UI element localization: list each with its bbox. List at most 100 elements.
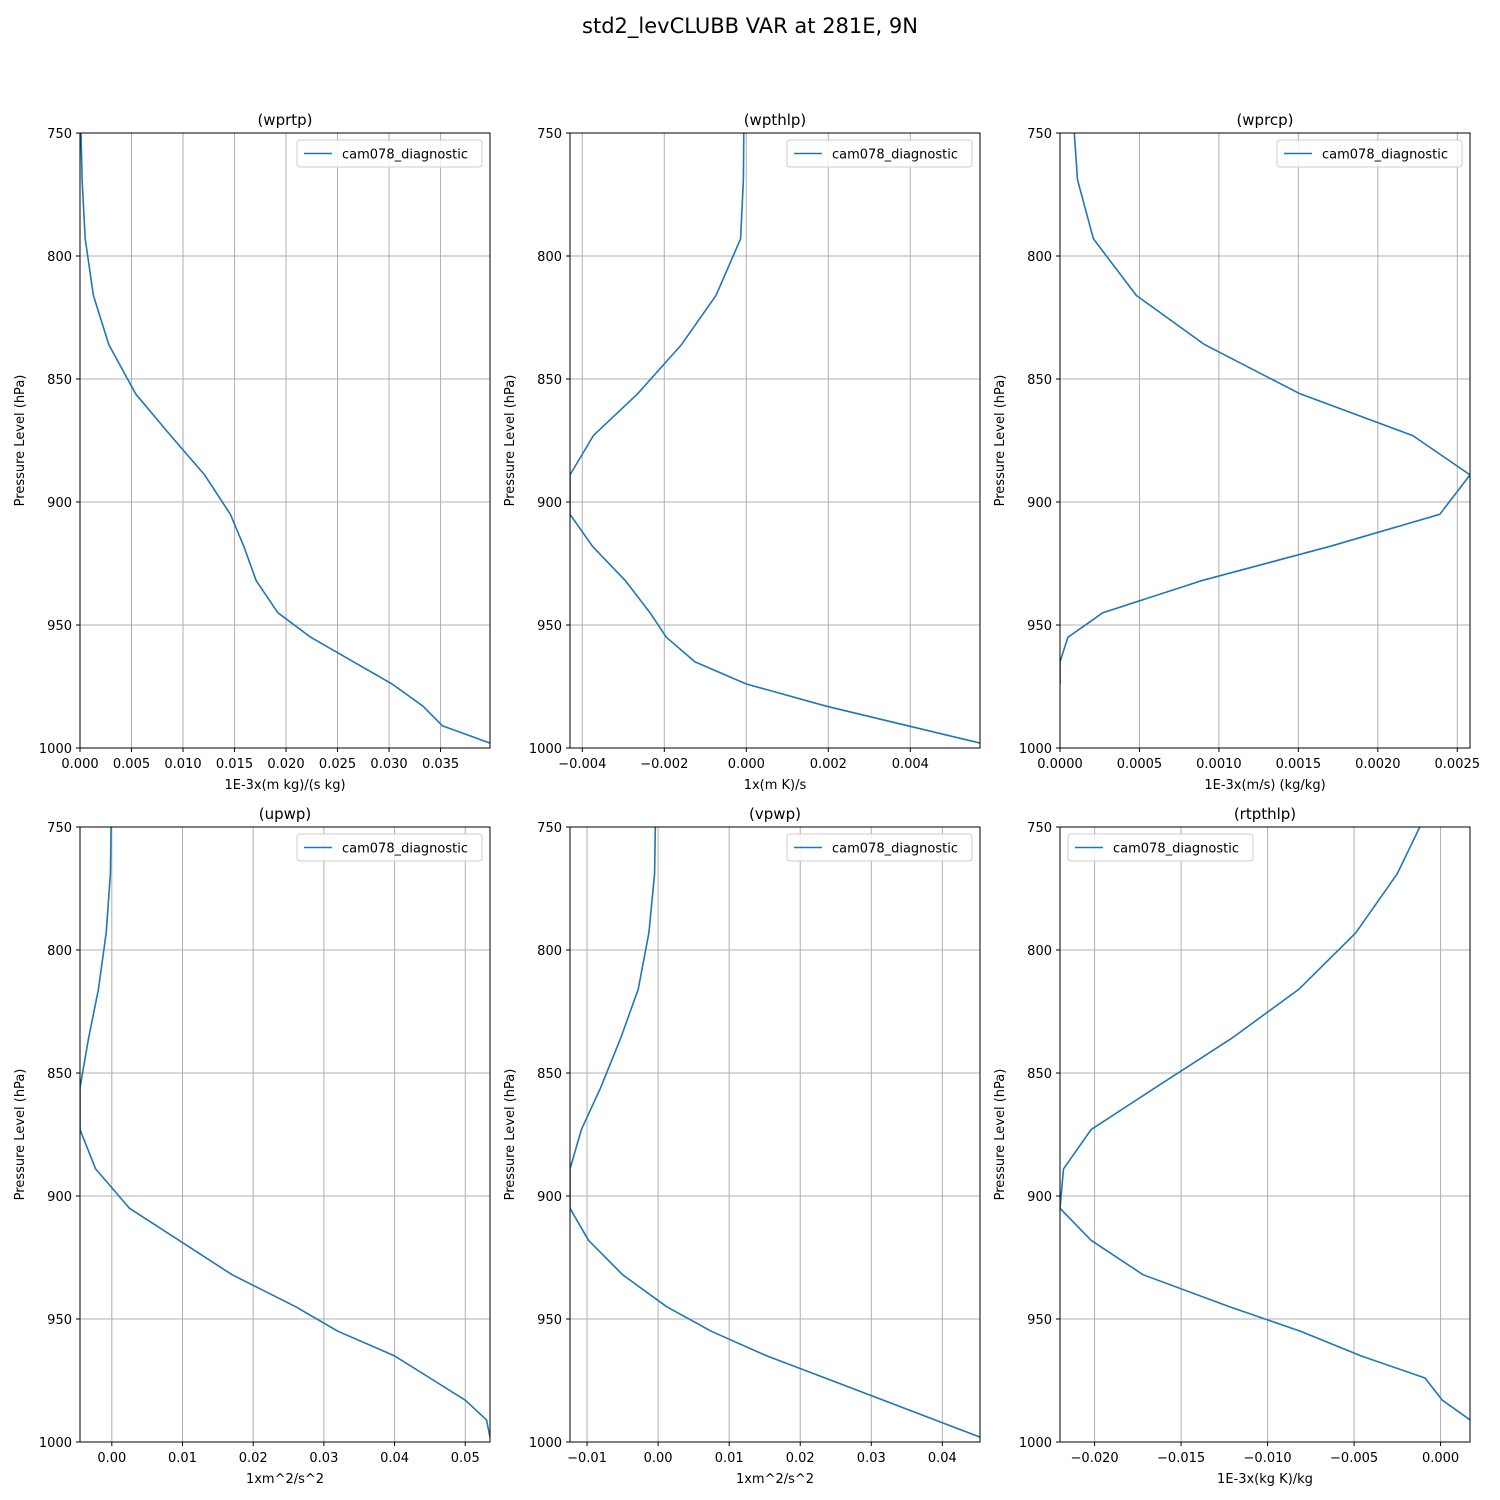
y-tick-label: 850 [1027, 373, 1052, 388]
series-line [80, 133, 490, 744]
y-tick-label: 950 [1027, 1313, 1052, 1328]
axes-frame [1059, 826, 1471, 1443]
y-tick-label: 900 [537, 1190, 562, 1205]
x-axis-label: 1E-3x(kg K)/kg [1217, 1472, 1313, 1487]
y-tick-label: 1000 [39, 1436, 72, 1451]
x-tick-label: 0.03 [309, 1451, 338, 1466]
y-tick-label: 850 [537, 373, 562, 388]
y-axis-label: Pressure Level (hPa) [993, 375, 1008, 507]
legend-box [1276, 139, 1463, 168]
legend-box [1067, 833, 1254, 862]
axes-frame [79, 826, 491, 1443]
y-tick-label: 900 [47, 496, 72, 511]
x-tick-label: −0.010 [1244, 1451, 1292, 1466]
y-tick-label: 850 [47, 373, 72, 388]
y-tick-label: 950 [1027, 619, 1052, 634]
legend-label: cam078_diagnostic [342, 148, 468, 163]
subplot-title: (rtpthlp) [1234, 805, 1296, 823]
y-tick-label: 750 [537, 127, 562, 142]
y-tick-label: 800 [47, 944, 72, 959]
axes-frame [569, 826, 981, 1443]
series-line [570, 827, 980, 1438]
subplot-title: (wprtp) [257, 111, 312, 129]
x-tick-label: 0.002 [810, 757, 847, 772]
x-tick-label: −0.005 [1330, 1451, 1378, 1466]
x-tick-label: 0.025 [319, 757, 356, 772]
legend-box [296, 833, 483, 862]
series-line [570, 133, 980, 744]
subplot-title: (vpwp) [749, 805, 801, 823]
subplot-5: −0.020 −0.015 −0.010 −0.005 0.000 750 800 850 90… [993, 805, 1471, 1487]
x-tick-label: 0.035 [422, 757, 459, 772]
x-tick-label: 0.000 [61, 757, 98, 772]
x-tick-label: 0.00 [97, 1451, 126, 1466]
x-tick-label: 0.000 [1422, 1451, 1459, 1466]
y-tick-label: 900 [537, 496, 562, 511]
y-tick-label: 950 [537, 1313, 562, 1328]
x-axis-label: 1E-3x(m/s) (kg/kg) [1204, 778, 1325, 793]
subplot-title: (upwp) [259, 805, 312, 823]
legend-label: cam078_diagnostic [832, 842, 958, 857]
y-tick-label: 1000 [529, 1436, 562, 1451]
y-tick-label: 1000 [1019, 1436, 1052, 1451]
y-tick-label: 850 [47, 1067, 72, 1082]
subplot-2: 0.0000 0.0005 0.0010 0.0015 0.0020 0.0025 750 8… [993, 111, 1480, 793]
x-tick-label: 0.02 [239, 1451, 268, 1466]
x-axis-label: 1xm^2/s^2 [246, 1472, 324, 1487]
y-tick-label: 950 [537, 619, 562, 634]
y-tick-label: 800 [1027, 250, 1052, 265]
x-tick-label: 0.04 [928, 1451, 957, 1466]
y-tick-label: 900 [1027, 496, 1052, 511]
y-axis-label: Pressure Level (hPa) [13, 375, 28, 507]
y-tick-label: 900 [47, 1190, 72, 1205]
y-tick-label: 950 [47, 619, 72, 634]
legend: cam078_diagnostic [786, 139, 973, 168]
y-tick-label: 750 [47, 127, 72, 142]
subplot-3: 0.00 0.01 0.02 0.03 0.04 0.05 750 800 850 900 950 1… [13, 805, 491, 1487]
axes-frame [79, 132, 491, 749]
subplot-1: −0.004 −0.002 0.000 0.002 0.004 750 800 850 900 9… [503, 111, 981, 793]
x-tick-label: 0.0005 [1117, 757, 1163, 772]
legend: cam078_diagnostic [296, 139, 483, 168]
legend-box [786, 833, 973, 862]
x-tick-label: 0.01 [715, 1451, 744, 1466]
y-tick-label: 750 [537, 821, 562, 836]
y-tick-label: 850 [1027, 1067, 1052, 1082]
legend-label: cam078_diagnostic [342, 842, 468, 857]
x-axis-label: 1E-3x(m kg)/(s kg) [224, 778, 345, 793]
x-tick-label: 0.015 [216, 757, 253, 772]
legend: cam078_diagnostic [1276, 139, 1463, 168]
y-axis-label: Pressure Level (hPa) [503, 1069, 518, 1201]
y-axis-label: Pressure Level (hPa) [503, 375, 518, 507]
y-tick-label: 750 [1027, 127, 1052, 142]
legend: cam078_diagnostic [1067, 833, 1254, 862]
legend-box [786, 139, 973, 168]
y-tick-label: 750 [47, 821, 72, 836]
x-axis-label: 1xm^2/s^2 [736, 1472, 814, 1487]
subplot-title: (wpthlp) [744, 111, 807, 129]
x-tick-label: 0.020 [267, 757, 304, 772]
y-tick-label: 900 [1027, 1190, 1052, 1205]
x-tick-label: 0.02 [786, 1451, 815, 1466]
figure-title: std2_levCLUBB VAR at 281E, 9N [582, 14, 918, 38]
legend-box [296, 139, 483, 168]
y-tick-label: 950 [47, 1313, 72, 1328]
y-tick-label: 750 [1027, 821, 1052, 836]
x-tick-label: 0.004 [892, 757, 929, 772]
x-tick-label: 0.01 [168, 1451, 197, 1466]
x-tick-label: 0.0015 [1276, 757, 1322, 772]
subplot-title: (wprcp) [1236, 111, 1293, 129]
x-tick-label: 0.0020 [1355, 757, 1401, 772]
x-tick-label: 0.005 [113, 757, 150, 772]
x-tick-label: 0.0010 [1196, 757, 1242, 772]
x-tick-label: −0.020 [1071, 1451, 1119, 1466]
x-tick-label: 0.03 [857, 1451, 886, 1466]
y-tick-label: 1000 [39, 742, 72, 757]
x-tick-label: −0.01 [567, 1451, 607, 1466]
legend-label: cam078_diagnostic [1113, 842, 1239, 857]
x-tick-label: −0.002 [640, 757, 688, 772]
axes-frame [1059, 132, 1471, 749]
y-tick-label: 800 [1027, 944, 1052, 959]
y-axis-label: Pressure Level (hPa) [13, 1069, 28, 1201]
